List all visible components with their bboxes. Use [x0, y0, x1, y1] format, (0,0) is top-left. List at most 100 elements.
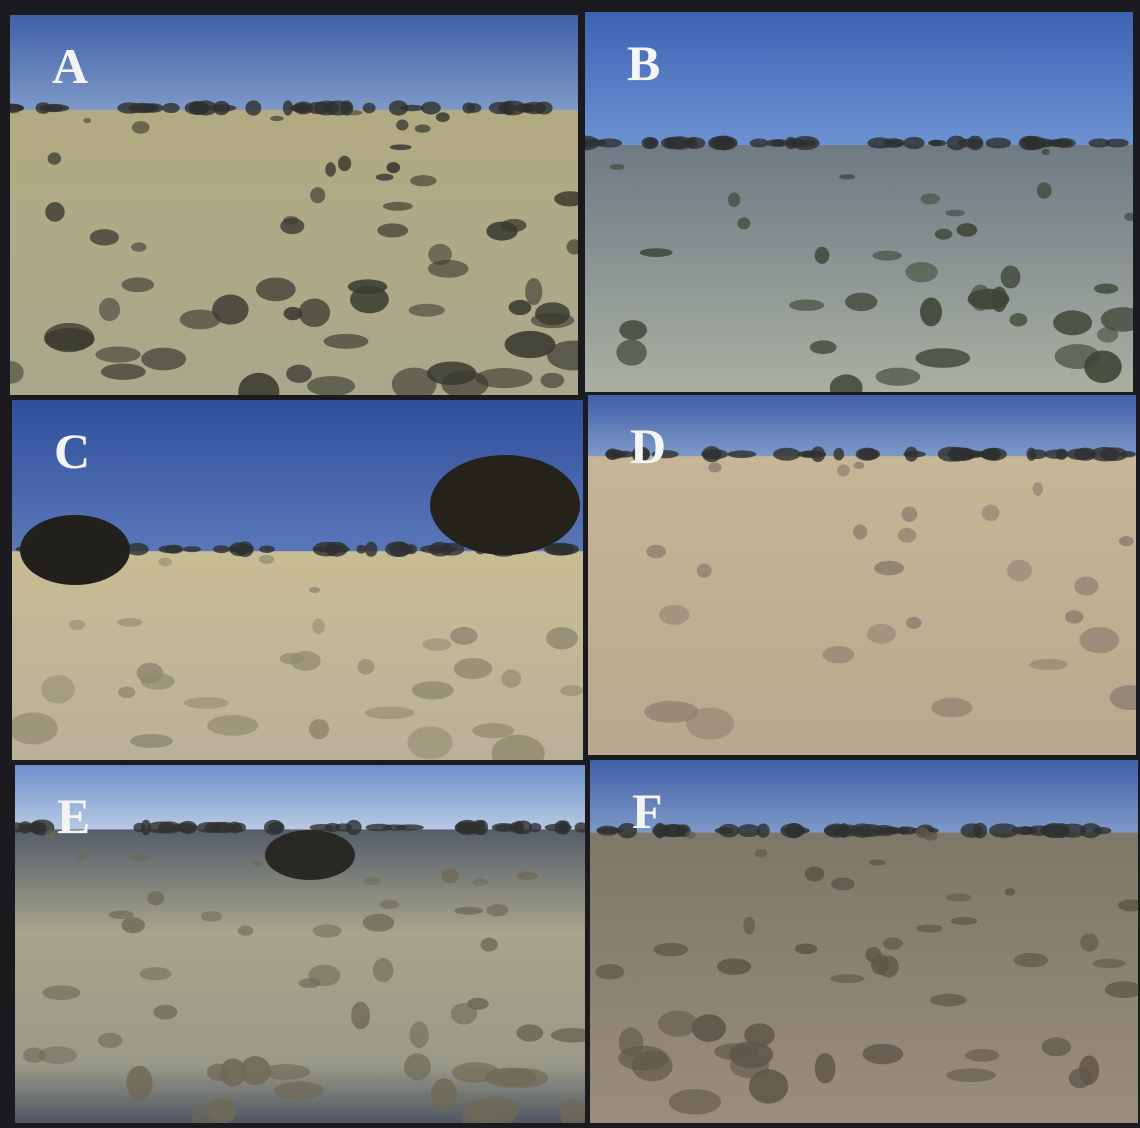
shrub [516, 872, 538, 881]
shrub [77, 852, 85, 862]
shrub [274, 1081, 324, 1099]
shrub [505, 331, 556, 358]
photo [588, 395, 1140, 755]
shrub [442, 868, 459, 883]
tree [430, 455, 580, 555]
horizon-shrub [365, 542, 378, 557]
shrub [259, 555, 274, 564]
shrub [390, 144, 412, 150]
shrub [822, 646, 854, 663]
shrub [409, 304, 445, 317]
shrub [874, 561, 904, 576]
horizon-shrub [213, 545, 230, 553]
shrub [380, 900, 399, 909]
shrub [930, 994, 967, 1007]
shrub [412, 681, 454, 699]
shrub [692, 1014, 726, 1042]
shrub [1053, 310, 1092, 335]
shrub [101, 364, 146, 380]
horizon-shrub [750, 139, 769, 148]
shrub [853, 462, 864, 469]
shrub [452, 1062, 500, 1083]
shrub [946, 893, 972, 901]
horizon-shrub [389, 100, 408, 115]
horizon-shrub [1053, 823, 1070, 838]
ground [585, 145, 1133, 392]
shrub [867, 624, 896, 644]
shrub [299, 978, 321, 988]
shrub [325, 162, 336, 177]
horizon-shrub [960, 823, 982, 838]
shrub [365, 707, 415, 720]
shrub [207, 715, 258, 736]
shrub [44, 328, 94, 351]
shrub [139, 967, 171, 980]
shrub [1037, 182, 1052, 198]
shrub [1065, 610, 1083, 623]
shrub [309, 719, 329, 739]
shrub [364, 877, 380, 885]
shrub [404, 1053, 431, 1080]
shrub [1094, 283, 1118, 293]
shrub [845, 293, 877, 311]
shrub [654, 943, 689, 957]
shrub [560, 685, 583, 696]
shrub [991, 287, 1008, 312]
horizon-shrub [269, 822, 285, 833]
shrub [1074, 577, 1098, 596]
shrub [898, 528, 916, 543]
horizon-shrub [903, 451, 926, 457]
shrub [454, 658, 492, 679]
shrub [436, 112, 450, 122]
shrub [415, 125, 431, 133]
shrub [743, 917, 755, 935]
horizon-shrub [560, 544, 573, 555]
photo-grid: ABCDEF [0, 0, 1140, 1128]
shrub [42, 985, 80, 1000]
shrub [208, 1098, 237, 1124]
horizon-shrub [197, 822, 222, 833]
shrub [69, 620, 85, 631]
horizon-shrub [363, 103, 376, 114]
shrub [376, 174, 394, 181]
shrub [1005, 888, 1016, 895]
horizon-shrub [867, 137, 892, 148]
shrub [1014, 953, 1048, 967]
horizon-shrub [737, 824, 760, 837]
shrub [640, 248, 673, 257]
horizon-shrub [989, 823, 1019, 837]
shrub [431, 1078, 457, 1112]
horizon-shrub [797, 450, 826, 458]
horizon-shrub [245, 100, 261, 115]
horizon-shrub [727, 450, 756, 458]
shrub [509, 300, 532, 315]
shrub [685, 831, 696, 839]
shrub [901, 506, 917, 522]
shrub [324, 334, 369, 349]
shrub [905, 262, 937, 282]
shrub [525, 278, 542, 305]
horizon-shrub [228, 546, 242, 552]
shrub [158, 557, 172, 566]
shrub [309, 587, 320, 593]
shrub [410, 175, 436, 186]
shrub [486, 222, 517, 241]
shrub [377, 223, 408, 237]
shrub [795, 943, 817, 954]
horizon-shrub [839, 823, 849, 838]
shrub [310, 187, 325, 203]
horizon-shrub [985, 138, 1011, 149]
shrub [9, 712, 58, 744]
tree [265, 830, 355, 880]
horizon-shrub [310, 824, 334, 831]
panel-label: F [632, 783, 663, 839]
shrub [41, 675, 75, 703]
horizon-shrub [147, 821, 176, 833]
horizon-shrub [513, 821, 524, 834]
panel-label: E [57, 788, 90, 844]
shrub [472, 723, 514, 738]
horizon-shrub [39, 104, 69, 112]
shrub [48, 152, 61, 164]
shrub [130, 734, 173, 748]
horizon-shrub [435, 546, 456, 552]
